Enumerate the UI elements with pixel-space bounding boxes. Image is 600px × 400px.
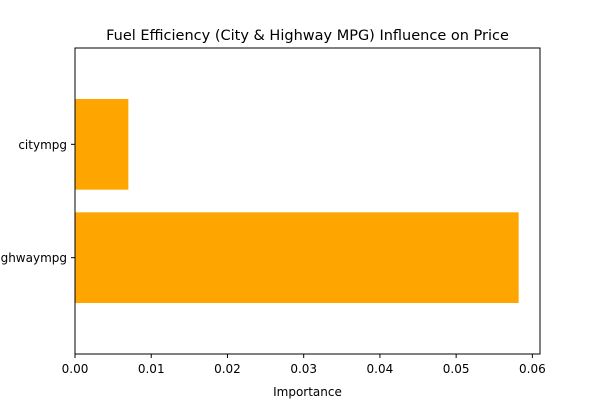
x-tick-label: 0.05 bbox=[443, 362, 470, 376]
x-axis-ticks: 0.00 0.01 0.02 0.03 0.04 0.05 0.06 bbox=[62, 354, 546, 376]
x-tick-label: 0.04 bbox=[367, 362, 394, 376]
plot-frame bbox=[74, 47, 541, 355]
x-axis-label: Importance bbox=[273, 385, 342, 399]
bar-citympg bbox=[75, 99, 129, 190]
bars-layer bbox=[75, 99, 519, 303]
x-tick-label: 0.03 bbox=[290, 362, 317, 376]
x-tick-label: 0.00 bbox=[62, 362, 89, 376]
bar-highwaympg bbox=[75, 212, 519, 303]
x-tick-label: 0.01 bbox=[138, 362, 165, 376]
chart-title: Fuel Efficiency (City & Highway MPG) Inf… bbox=[106, 28, 509, 44]
y-tick-label: highwaympg bbox=[0, 251, 67, 265]
y-tick-label: citympg bbox=[18, 138, 67, 152]
x-tick-label: 0.02 bbox=[214, 362, 241, 376]
y-axis-ticks: citympg highwaympg bbox=[0, 138, 75, 265]
x-tick-label: 0.06 bbox=[519, 362, 546, 376]
